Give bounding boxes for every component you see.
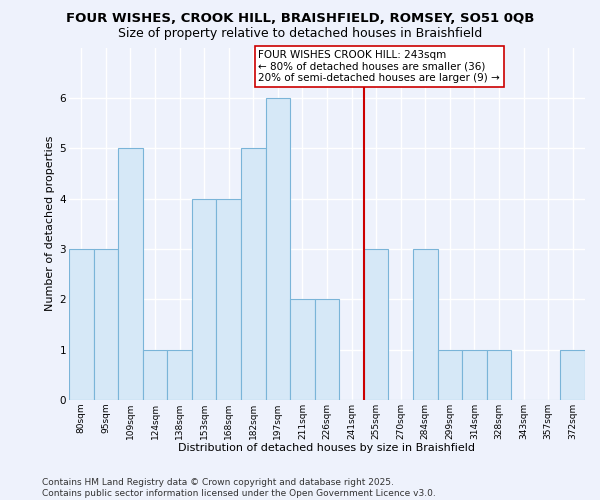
Text: FOUR WISHES, CROOK HILL, BRAISHFIELD, ROMSEY, SO51 0QB: FOUR WISHES, CROOK HILL, BRAISHFIELD, RO… <box>66 12 534 26</box>
Bar <box>69 249 94 400</box>
Bar <box>437 350 462 400</box>
Bar <box>364 249 388 400</box>
Bar <box>241 148 266 400</box>
X-axis label: Distribution of detached houses by size in Braishfield: Distribution of detached houses by size … <box>179 444 476 454</box>
Bar <box>462 350 487 400</box>
Bar <box>143 350 167 400</box>
Bar <box>487 350 511 400</box>
Bar <box>217 198 241 400</box>
Bar <box>94 249 118 400</box>
Bar <box>167 350 192 400</box>
Bar <box>266 98 290 400</box>
Bar <box>118 148 143 400</box>
Text: Size of property relative to detached houses in Braishfield: Size of property relative to detached ho… <box>118 28 482 40</box>
Bar <box>290 300 315 400</box>
Bar <box>560 350 585 400</box>
Bar <box>192 198 217 400</box>
Text: FOUR WISHES CROOK HILL: 243sqm
← 80% of detached houses are smaller (36)
20% of : FOUR WISHES CROOK HILL: 243sqm ← 80% of … <box>258 50 500 83</box>
Text: Contains HM Land Registry data © Crown copyright and database right 2025.
Contai: Contains HM Land Registry data © Crown c… <box>42 478 436 498</box>
Y-axis label: Number of detached properties: Number of detached properties <box>46 136 55 312</box>
Bar <box>413 249 437 400</box>
Bar <box>315 300 339 400</box>
